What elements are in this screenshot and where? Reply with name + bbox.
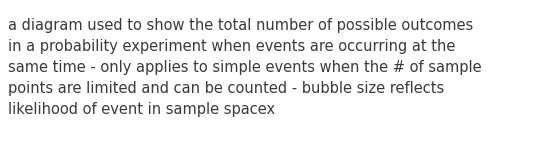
Text: a diagram used to show the total number of possible outcomes
in a probability ex: a diagram used to show the total number … (8, 18, 482, 118)
